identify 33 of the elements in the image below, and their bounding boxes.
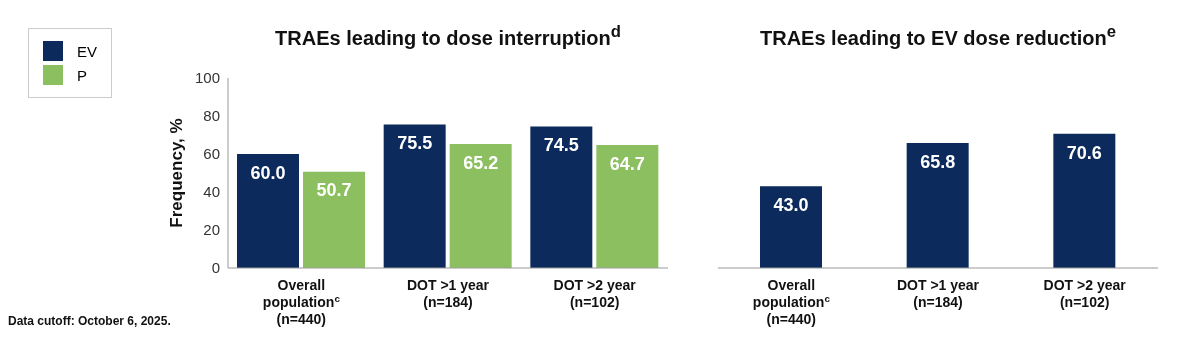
bar <box>530 126 593 268</box>
chart-title: TRAEs leading to dose interruption$^{d}$ <box>274 22 622 50</box>
x-tick-label: DOT >2 year (n=102) <box>1043 277 1127 310</box>
data-label: 65.2 <box>463 152 499 173</box>
y-tick-label: 20 <box>203 221 220 239</box>
bar <box>237 154 299 268</box>
data-label: 75.5 <box>397 133 433 154</box>
bar <box>596 145 659 268</box>
data-label: 43.0 <box>773 195 809 216</box>
data-label: 70.6 <box>1066 142 1102 163</box>
text: Data cutoff: October 6, 2025. <box>8 314 171 328</box>
x-tick-label: DOT >1 year (n=184) <box>896 277 980 310</box>
legend-label: P <box>77 66 88 84</box>
data-label: 50.7 <box>316 180 352 201</box>
y-tick-label: 0 <box>211 259 220 277</box>
legend-label: EV <box>77 42 98 60</box>
bar <box>303 171 365 268</box>
data-label: 60.0 <box>250 162 286 183</box>
x-tick-label: DOT >2 year (n=102) <box>553 277 637 310</box>
x-tick-label: DOT >1 year (n=184) <box>406 277 490 310</box>
data-label: 74.5 <box>543 135 579 156</box>
y-tick-label: 80 <box>203 107 220 125</box>
chart-title: TRAEs leading to EV dose reduction$^{e}$ <box>759 22 1117 50</box>
bar <box>449 144 512 268</box>
x-tick-label: Overall population$^{c}$ (n=440) <box>262 277 341 327</box>
y-axis-title: Frequency, % <box>167 118 187 228</box>
data-label: 64.7 <box>609 153 645 174</box>
y-tick-label: 40 <box>203 183 220 201</box>
bar <box>383 124 446 268</box>
y-tick-label: 100 <box>194 69 220 87</box>
data-label: 65.8 <box>920 151 956 172</box>
x-tick-label: Overall population$^{c}$ (n=440) <box>752 277 831 327</box>
y-tick-label: 60 <box>203 145 220 163</box>
